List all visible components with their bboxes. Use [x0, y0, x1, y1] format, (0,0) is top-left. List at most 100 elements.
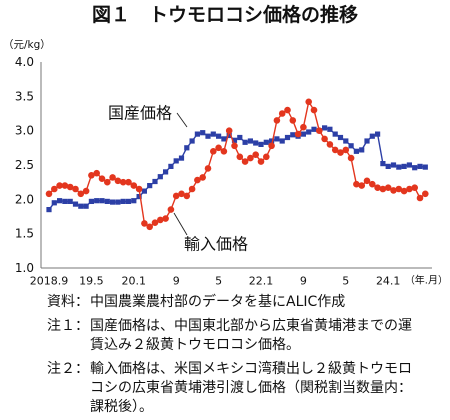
- note-body: 国産価格は、中国東北部から広東省黄埔港までの運 賃込み２級黄トウモロコシ価格。: [90, 317, 447, 355]
- import-price-point: [247, 154, 254, 162]
- domestic-price-point: [88, 198, 94, 204]
- import-price-point: [342, 146, 350, 154]
- y-tick-label: 1.5: [15, 227, 34, 241]
- import-price-point: [135, 185, 143, 193]
- import-price-point: [77, 190, 85, 198]
- import-price-point: [215, 144, 222, 152]
- import-price-point: [273, 117, 281, 124]
- import-price-point: [93, 169, 100, 177]
- import-price-point: [358, 182, 366, 189]
- domestic-price-point: [125, 198, 132, 204]
- import-price-point: [178, 190, 185, 198]
- domestic-price-point: [221, 136, 227, 142]
- x-tick-label: 2018.9: [30, 275, 69, 288]
- note-label: 資料：: [47, 294, 89, 310]
- domestic-price-point: [178, 155, 185, 161]
- note-body: 輸入価格は、米国メキシコ湾積出し２級黄トウモロ コシの広東省黄埔港引渡し価格（関…: [90, 360, 447, 417]
- domestic-price-point: [184, 145, 190, 151]
- import-price-point: [321, 135, 328, 143]
- x-tick-label: 22.1: [249, 275, 274, 288]
- import-price-point: [66, 183, 74, 191]
- domestic-price-point: [422, 164, 428, 170]
- x-axis-unit-label: （年.月）: [405, 274, 448, 287]
- domestic-price-point: [263, 139, 269, 145]
- import-price-point: [400, 187, 408, 195]
- import-price-point: [188, 185, 196, 193]
- import-price-point: [347, 154, 355, 162]
- domestic-price-point: [332, 131, 338, 137]
- import-price-point: [183, 192, 191, 200]
- import-price-leader-line: [173, 212, 188, 236]
- x-tick-label: 5: [342, 275, 349, 288]
- domestic-price-point: [83, 203, 89, 209]
- domestic-price-point: [216, 133, 222, 139]
- import-price-point: [220, 148, 228, 155]
- import-price-point: [241, 158, 249, 165]
- domestic-price-point: [337, 134, 344, 141]
- import-price-point: [225, 127, 233, 134]
- domestic-price-point: [396, 164, 402, 170]
- domestic-price-point: [152, 178, 158, 185]
- import-price-point: [61, 182, 69, 189]
- x-tick-label: 19.5: [79, 275, 104, 288]
- domestic-price-point: [57, 198, 63, 204]
- import-price-point: [268, 142, 275, 150]
- import-price-point: [98, 175, 106, 182]
- import-price-point: [411, 184, 419, 191]
- domestic-price-point: [406, 162, 412, 168]
- import-price-point: [278, 110, 286, 117]
- x-tick-label: 24.1: [376, 275, 401, 288]
- y-tick-label: 3.5: [15, 89, 34, 103]
- import-price-point: [119, 178, 127, 186]
- import-price-label: 輸入価格: [184, 235, 248, 254]
- domestic-price-point: [67, 198, 73, 204]
- import-price-point: [395, 185, 403, 193]
- domestic-price-leader-line: [176, 112, 188, 128]
- domestic-price-point: [205, 133, 211, 139]
- import-price-point: [162, 215, 169, 222]
- import-price-point: [406, 185, 413, 193]
- domestic-price-point: [168, 163, 174, 169]
- domestic-price-point: [237, 134, 243, 141]
- import-price-point: [151, 219, 159, 226]
- domestic-price-point: [194, 131, 200, 137]
- import-price-point: [257, 158, 265, 165]
- import-price-point: [316, 127, 323, 134]
- domestic-price-point: [284, 134, 291, 141]
- import-price-point: [167, 206, 175, 213]
- domestic-price-point: [343, 138, 349, 144]
- price-chart: （元/kg） 1.0 1.5 2.0 2.5 3.0 3.5 4.0 2018.9 19.5 20.…: [3, 39, 448, 288]
- domestic-price-point: [300, 131, 306, 137]
- domestic-price-point: [369, 133, 375, 139]
- domestic-price-point: [412, 165, 418, 171]
- x-tick-label: 9: [300, 275, 307, 288]
- import-price-point: [422, 190, 429, 198]
- import-price-point: [204, 165, 212, 172]
- domestic-price-point: [210, 131, 216, 137]
- import-price-point: [82, 187, 90, 195]
- note-line: 課税後）。: [90, 399, 153, 415]
- import-price-point: [390, 187, 397, 194]
- x-tick-label: 20.1: [122, 275, 147, 288]
- domestic-price-point: [274, 136, 280, 142]
- note-line: 中国農業農村部のデータを基にALIC作成: [90, 294, 346, 310]
- domestic-price-point: [157, 174, 163, 180]
- x-tick-label: 9: [173, 275, 180, 288]
- import-price-point: [130, 182, 138, 189]
- import-price-point: [56, 182, 63, 189]
- domestic-price-point: [401, 163, 407, 169]
- y-tick-label: 3.0: [15, 124, 34, 138]
- note-1: 注１： 国産価格は、中国東北部から広東省黄埔港までの運 賃込み２級黄トウモロコシ…: [47, 317, 447, 355]
- note-label: 注１：: [47, 318, 89, 334]
- import-price-point: [337, 149, 344, 156]
- domestic-price-point: [110, 199, 116, 205]
- domestic-price-point: [141, 188, 147, 194]
- domestic-price-point: [380, 161, 386, 167]
- domestic-price-point: [353, 148, 359, 154]
- import-price-point: [374, 184, 381, 191]
- import-price-point: [305, 98, 313, 106]
- import-price-point: [300, 123, 307, 131]
- import-price-point: [141, 220, 148, 227]
- import-price-point: [157, 216, 164, 224]
- domestic-price-point: [279, 138, 285, 144]
